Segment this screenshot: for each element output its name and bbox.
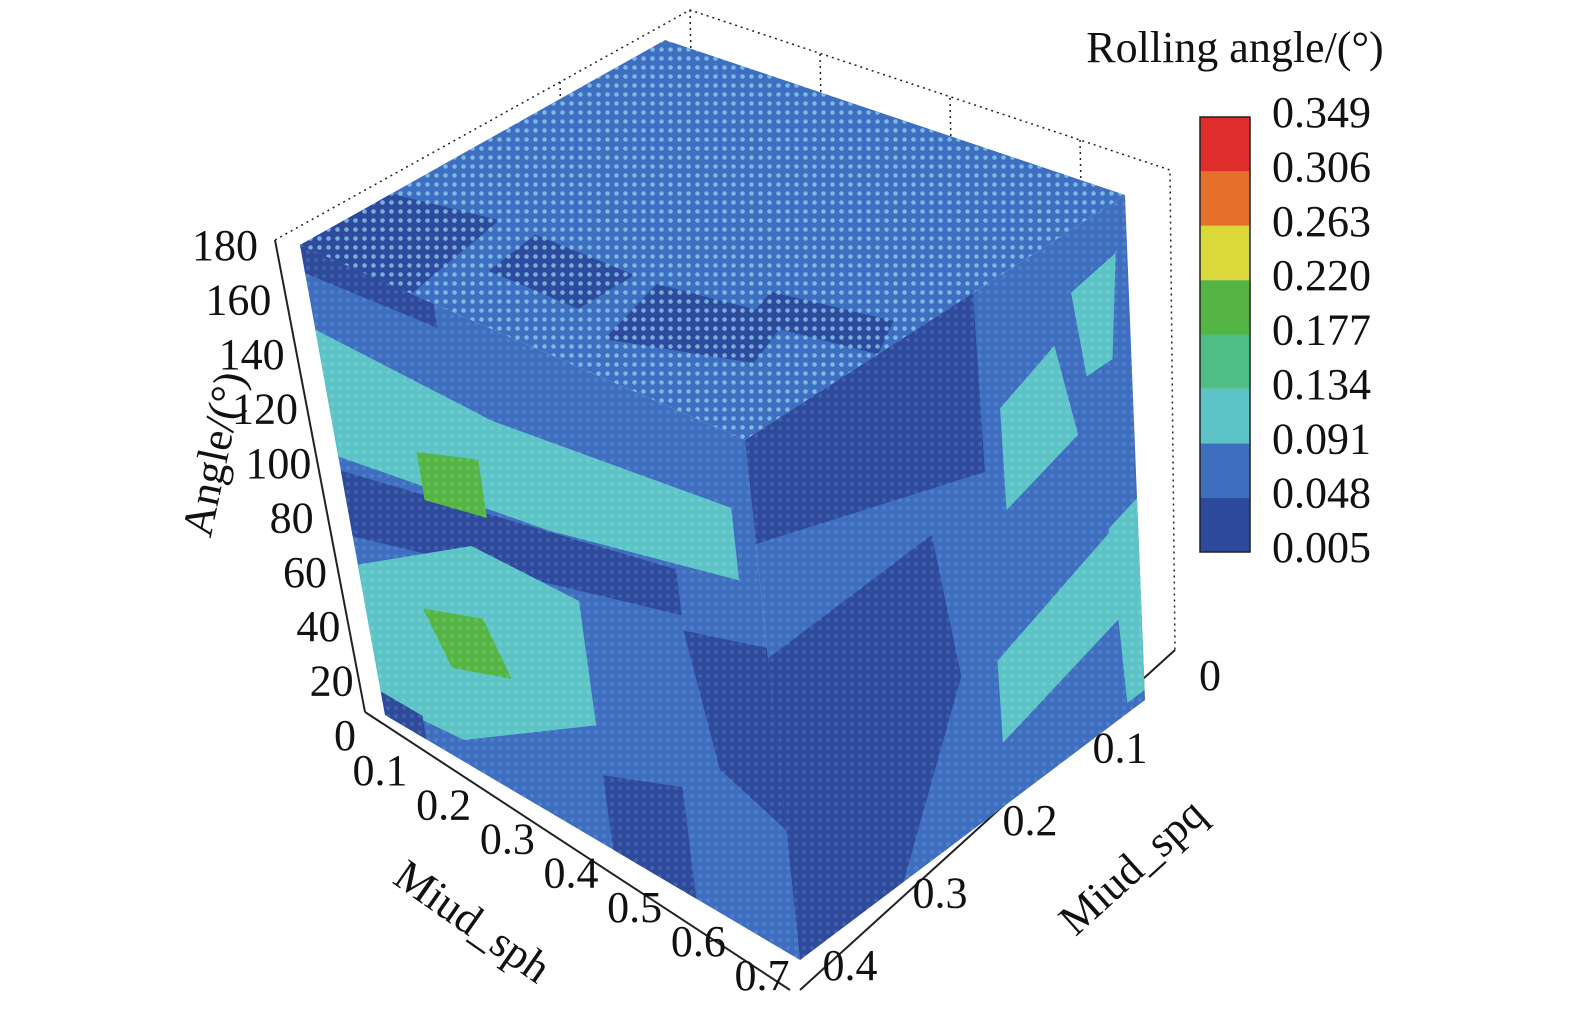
- colorbar-tick-label: 0.220: [1272, 251, 1371, 300]
- z-tick-label: 100: [245, 439, 311, 488]
- colorbar-band: [1200, 443, 1250, 498]
- y-tick-label: 0.1: [1093, 724, 1148, 773]
- y-tick-label: 0: [1199, 651, 1221, 700]
- colorbar-tick-label: 0.177: [1272, 306, 1371, 355]
- colorbar-tick-label: 0.134: [1272, 360, 1371, 409]
- y-tick-label: 0.4: [823, 941, 878, 990]
- colorbar-band: [1200, 280, 1250, 335]
- colorbar-band: [1200, 225, 1250, 281]
- y-tick-label: 0.2: [1003, 796, 1058, 845]
- colorbar-title: Rolling angle/(°): [1086, 23, 1383, 72]
- colorbar-tick-label: 0.349: [1272, 88, 1371, 137]
- x-tick-label: 0.3: [480, 814, 535, 863]
- colorbar-tick-label: 0.005: [1272, 523, 1371, 572]
- x-tick-label: 0.7: [735, 951, 790, 1000]
- x-tick-label: 0.4: [544, 849, 599, 898]
- colorbar-band: [1200, 334, 1250, 389]
- x-tick-label: 0.2: [416, 780, 471, 829]
- z-tick-label: 180: [192, 221, 258, 270]
- x-tick-label: 0.5: [607, 883, 662, 932]
- colorbar-tick-label: 0.263: [1272, 197, 1371, 246]
- x-tick-label: 0.6: [671, 917, 726, 966]
- voxel-texture: [745, 195, 1145, 960]
- z-tick-label: 160: [205, 276, 271, 325]
- z-tick-label: 60: [283, 548, 327, 597]
- y-tick-label: 0.3: [913, 869, 968, 918]
- colorbar-tick-label: 0.306: [1272, 142, 1371, 191]
- z-tick-label: 80: [270, 493, 314, 542]
- colorbar-tick-label: 0.091: [1272, 414, 1371, 463]
- colorbar-band: [1200, 388, 1250, 444]
- z-tick-label: 20: [310, 657, 354, 706]
- colorbar-band: [1200, 497, 1250, 552]
- colorbar-band: [1200, 117, 1250, 172]
- colorbar-frame: [1199, 116, 1251, 553]
- voxel-texture: [300, 40, 1125, 440]
- cube: [300, 40, 1145, 960]
- z-tick-label: 40: [296, 602, 340, 651]
- colorbar-tick-label: 0.048: [1272, 469, 1371, 518]
- x-axis-label: Miud_sph: [385, 850, 559, 993]
- y-axis-label: Miud_spq: [1049, 789, 1214, 945]
- x-tick-label: 0.1: [353, 746, 408, 795]
- colorbar-band: [1200, 171, 1250, 226]
- voxel-texture: [300, 245, 800, 960]
- z-tick-label: 0: [334, 711, 356, 760]
- z-tick-label: 140: [219, 330, 285, 379]
- z-tick-label: 120: [232, 384, 298, 433]
